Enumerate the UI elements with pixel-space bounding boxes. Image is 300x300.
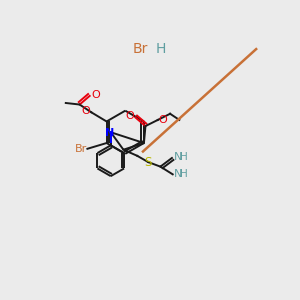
Text: S: S <box>144 155 152 169</box>
Text: N: N <box>174 152 183 162</box>
Text: H: H <box>180 169 188 179</box>
Text: O: O <box>82 106 90 116</box>
Text: H: H <box>155 42 166 56</box>
Text: N: N <box>105 128 114 138</box>
Text: H: H <box>180 152 188 162</box>
Text: Br: Br <box>74 144 87 154</box>
Text: O: O <box>125 111 134 121</box>
Text: Br: Br <box>132 42 148 56</box>
Text: O: O <box>159 115 167 125</box>
Text: N: N <box>174 169 183 179</box>
Text: O: O <box>91 89 100 100</box>
